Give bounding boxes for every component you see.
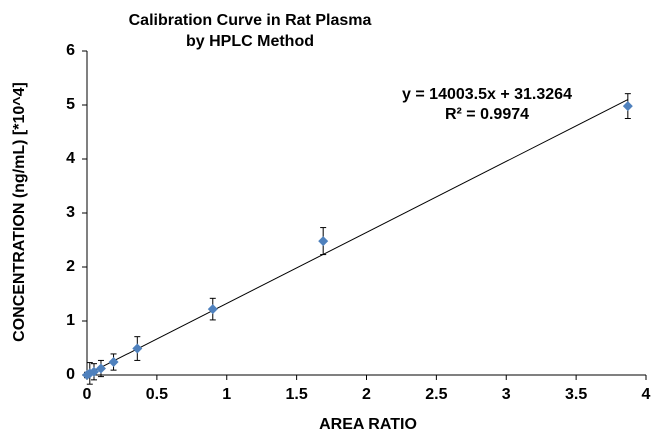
chart-title: Calibration Curve in Rat Plasma — [129, 12, 372, 29]
y-tick-label: 0 — [66, 366, 75, 383]
x-tick-label: 1.5 — [286, 386, 308, 403]
trendline — [86, 99, 629, 375]
point — [108, 357, 119, 368]
y-tick-label: 6 — [66, 42, 75, 59]
point — [622, 101, 633, 112]
y-tick-label: 2 — [66, 258, 75, 275]
x-tick-label: 2 — [362, 386, 371, 403]
point — [132, 343, 143, 354]
point — [207, 304, 218, 315]
y-axis-title: CONCENTRATION (ng/mL) [*10^4] — [11, 82, 28, 342]
x-tick-label: 0 — [83, 386, 92, 403]
x-tick-label: 3 — [502, 386, 511, 403]
point — [88, 366, 99, 377]
equation: y = 14003.5x + 31.3264 — [402, 86, 572, 103]
chart-title: by HPLC Method — [186, 33, 314, 50]
x-tick-label: 4 — [642, 386, 651, 403]
y-tick-label: 1 — [66, 312, 75, 329]
point — [95, 363, 106, 374]
r-squared: R² = 0.9974 — [445, 106, 529, 123]
x-tick-label: 0.5 — [146, 386, 168, 403]
x-tick-label: 1 — [222, 386, 231, 403]
y-tick-label: 3 — [66, 204, 75, 221]
y-tick-label: 5 — [66, 96, 75, 113]
x-tick-label: 3.5 — [565, 386, 587, 403]
x-tick-label: 2.5 — [425, 386, 447, 403]
y-tick-label: 4 — [66, 150, 75, 167]
x-axis-title: AREA RATIO — [319, 416, 417, 433]
point — [318, 236, 329, 247]
